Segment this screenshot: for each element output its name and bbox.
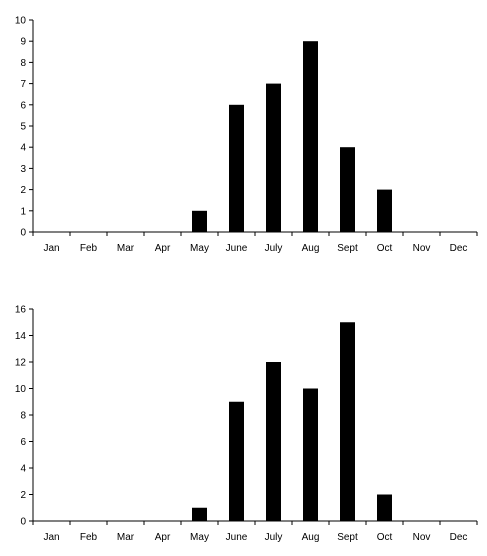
- chart-bottom: 0 2 4 6 8 10 12 14 16 Jan Feb Mar Apr May June July Aug S…: [15, 305, 478, 543]
- bar-oct: [377, 189, 392, 232]
- y-tick-label: 3: [20, 164, 26, 175]
- y-tick-label: 5: [20, 122, 26, 133]
- bar-may: [192, 210, 207, 232]
- bar-july: [266, 83, 281, 232]
- bar-july: [266, 362, 281, 521]
- x-tick-label: May: [190, 243, 209, 254]
- x-tick-label: Apr: [155, 243, 171, 254]
- y-tick-label: 12: [15, 358, 27, 369]
- bar-june: [229, 401, 244, 521]
- y-tick-label: 10: [15, 384, 27, 395]
- x-tick-label: Nov: [413, 243, 431, 254]
- bar-oct: [377, 494, 392, 521]
- x-tick-label: Oct: [377, 243, 393, 254]
- bar-aug: [303, 388, 318, 521]
- y-tick-label: 16: [15, 305, 27, 316]
- y-tick-label: 2: [20, 185, 26, 196]
- x-tick-label: Aug: [302, 532, 320, 543]
- x-tick-label: Aug: [302, 243, 320, 254]
- x-tick-label: Feb: [80, 243, 98, 254]
- y-tick-label: 0: [20, 517, 26, 528]
- x-tick-label: Oct: [377, 532, 393, 543]
- y-tick-label: 6: [20, 100, 26, 111]
- y-tick-label: 1: [20, 206, 26, 217]
- y-tick-label: 9: [20, 37, 26, 48]
- bar-may: [192, 507, 207, 521]
- x-tick-label: May: [190, 532, 209, 543]
- x-tick-label: Feb: [80, 532, 98, 543]
- x-tick-label: July: [265, 243, 283, 254]
- x-tick-label: Mar: [117, 532, 135, 543]
- y-tick-label: 0: [20, 228, 26, 239]
- x-tick-label: Dec: [450, 532, 468, 543]
- x-tick-label: Mar: [117, 243, 135, 254]
- y-tick-label: 10: [15, 16, 27, 27]
- y-tick-label: 6: [20, 437, 26, 448]
- bar-sept: [340, 322, 355, 521]
- x-tick-label: Jan: [43, 532, 59, 543]
- x-tick-label: Sept: [337, 243, 358, 254]
- x-tick-label: Dec: [450, 243, 468, 254]
- x-tick-label: Jan: [43, 243, 59, 254]
- x-tick-label: Sept: [337, 532, 358, 543]
- x-tick-label: June: [226, 243, 248, 254]
- x-tick-label: Nov: [413, 532, 431, 543]
- y-tick-label: 14: [15, 331, 27, 342]
- x-tick-label: June: [226, 532, 248, 543]
- x-tick-label: Apr: [155, 532, 171, 543]
- bar-aug: [303, 41, 318, 233]
- y-tick-label: 4: [20, 143, 26, 154]
- y-tick-label: 4: [20, 464, 26, 475]
- y-tick-label: 8: [20, 58, 26, 69]
- y-tick-label: 2: [20, 490, 26, 501]
- x-tick-label: July: [265, 532, 283, 543]
- chart-top: 0 1 2 3 4 5 6 7 8 9 10 Jan Feb Mar Apr May June July Aug Se…: [15, 16, 478, 254]
- y-tick-label: 7: [20, 79, 26, 90]
- y-tick-label: 8: [20, 411, 26, 422]
- bar-june: [229, 104, 244, 232]
- bar-sept: [340, 147, 355, 232]
